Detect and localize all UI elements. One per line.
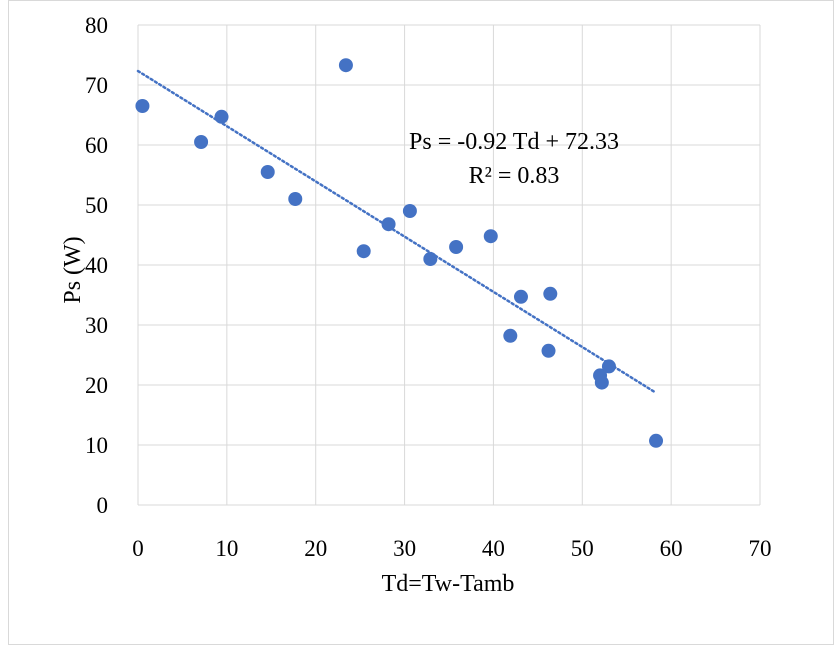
x-tick-label: 20	[304, 536, 327, 561]
x-tick-label: 0	[132, 536, 144, 561]
data-point	[594, 375, 609, 390]
x-tick-label: 60	[660, 536, 683, 561]
trendline-group	[136, 69, 658, 395]
data-point	[260, 165, 275, 179]
y-tick-label: 60	[85, 133, 108, 158]
y-tick-label: 80	[85, 13, 108, 38]
x-tick-label: 70	[749, 536, 772, 561]
data-point	[356, 244, 371, 259]
data-point	[543, 286, 558, 301]
data-point	[402, 204, 417, 218]
data-point	[483, 229, 498, 244]
r-squared-label: R² = 0.83	[469, 163, 560, 189]
data-point	[513, 289, 528, 304]
data-point	[288, 192, 303, 206]
data-point	[135, 99, 150, 113]
y-axis-title: Ps (W)	[60, 236, 86, 303]
data-point	[503, 328, 518, 343]
data-point	[601, 359, 616, 374]
grid-lines	[138, 24, 761, 505]
trendline-equation: Ps = -0.92 Td + 72.33	[409, 129, 619, 155]
data-point	[423, 252, 438, 266]
y-tick-labels: 0 10 20 30 40 50 60 70 80	[85, 13, 108, 518]
data-point	[338, 58, 353, 73]
y-tick-label: 0	[97, 493, 109, 518]
data-points	[135, 58, 664, 448]
data-point	[381, 217, 396, 232]
trendline	[136, 69, 658, 395]
y-tick-label: 10	[85, 433, 108, 458]
x-axis-title: Td=Tw-Tamb	[382, 571, 515, 597]
data-point	[449, 240, 464, 254]
y-tick-label: 70	[85, 73, 108, 98]
x-tick-label: 30	[393, 536, 416, 561]
x-tick-label: 50	[571, 536, 594, 561]
data-point	[541, 343, 556, 358]
data-point	[214, 109, 229, 124]
data-point	[649, 433, 664, 448]
y-tick-label: 50	[85, 193, 108, 218]
data-point	[194, 135, 209, 149]
x-tick-label: 40	[482, 536, 505, 561]
y-tick-label: 30	[85, 313, 108, 338]
y-tick-label: 40	[85, 253, 108, 278]
x-tick-labels: 0 10 20 30 40 50 60 70	[132, 536, 771, 561]
x-tick-label: 10	[215, 536, 238, 561]
y-tick-label: 20	[85, 373, 108, 398]
